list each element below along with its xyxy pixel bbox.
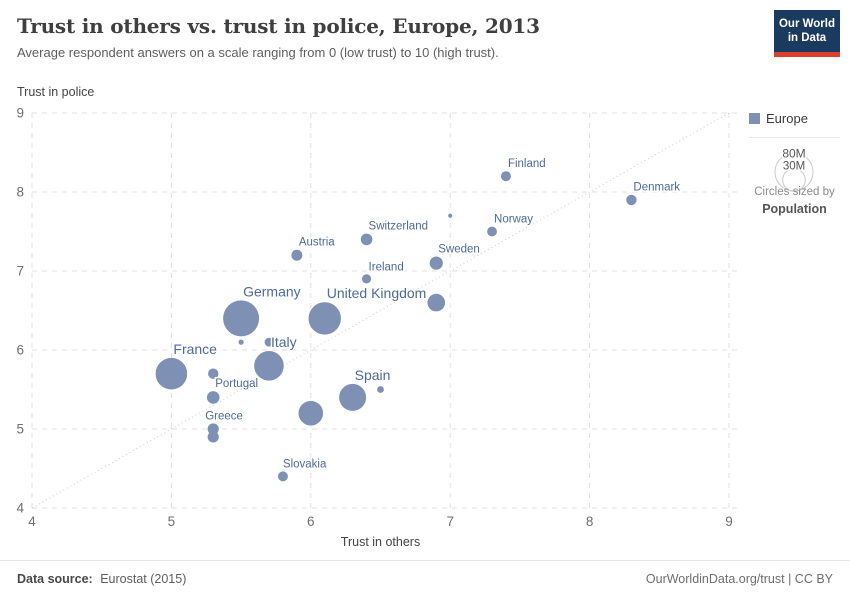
data-point-unlabeled[interactable] [298, 400, 324, 426]
data-point-unlabeled[interactable] [448, 213, 453, 218]
x-axis-title: Trust in others [341, 535, 420, 549]
size-legend-label-30m: 30M [783, 161, 805, 173]
y-tick-label: 9 [16, 106, 24, 121]
x-tick-label: 6 [307, 514, 315, 529]
chart-footer: Data source: Eurostat (2015) OurWorldinD… [0, 560, 850, 600]
data-point-italy[interactable] [254, 351, 284, 381]
data-point-label-united-kingdom: United Kingdom [327, 285, 427, 301]
y-axis-title: Trust in police [17, 85, 95, 99]
chart-header: Trust in others vs. trust in police, Eur… [17, 14, 757, 60]
data-point-label-slovakia: Slovakia [283, 458, 327, 470]
owid-logo-line2: in Data [787, 32, 827, 45]
data-point-spain[interactable] [339, 383, 367, 411]
size-legend-circle-30m [782, 168, 806, 192]
data-point-label-sweden: Sweden [438, 244, 480, 256]
owid-logo[interactable]: Our World in Data [774, 10, 840, 57]
data-point-france[interactable] [155, 357, 188, 390]
diagonal-reference-line [31, 112, 730, 509]
data-point-switzerland[interactable] [360, 233, 373, 246]
data-point-ireland[interactable] [361, 274, 372, 284]
size-legend-label-80m: 80M [782, 147, 805, 161]
data-point-label-italy: Italy [271, 334, 297, 350]
size-legend: 80M 30M [774, 145, 814, 192]
x-tick-label: 9 [725, 514, 733, 529]
y-tick-label: 8 [16, 185, 24, 200]
x-tick-label: 7 [446, 514, 454, 529]
y-tick-label: 4 [16, 501, 24, 516]
data-point-denmark[interactable] [626, 194, 637, 206]
x-tick-label: 5 [168, 514, 176, 529]
data-point-label-spain: Spain [355, 367, 391, 383]
legend-divider [749, 137, 840, 138]
y-tick-label: 5 [16, 422, 24, 437]
data-point-germany[interactable] [223, 300, 260, 337]
data-point-label-greece: Greece [205, 410, 243, 422]
data-point-label-finland: Finland [508, 158, 546, 170]
data-point-unlabeled[interactable] [208, 368, 219, 379]
data-point-unlabeled[interactable] [264, 337, 274, 347]
data-point-unlabeled[interactable] [427, 293, 446, 312]
data-point-label-germany: Germany [243, 283, 301, 299]
europe-series-swatch [749, 113, 760, 124]
data-point-austria[interactable] [291, 249, 303, 261]
data-point-sweden[interactable] [429, 256, 443, 270]
data-point-label-ireland: Ireland [369, 261, 404, 273]
owid-url-license-link[interactable]: OurWorldinData.org/trust | CC BY [645, 572, 833, 586]
data-point-label-switzerland: Switzerland [369, 221, 428, 233]
data-point-unlabeled[interactable] [377, 386, 384, 393]
data-point-slovakia[interactable] [277, 471, 288, 482]
size-caption-line2: Population [762, 201, 827, 216]
legend-item-europe[interactable]: Europe [749, 111, 808, 126]
data-point-label-norway: Norway [494, 214, 533, 226]
data-source-value[interactable]: Eurostat (2015) [100, 572, 187, 586]
chart-title: Trust in others vs. trust in police, Eur… [17, 14, 540, 38]
size-legend-caption: Circles sized by Population [742, 185, 847, 217]
y-tick-label: 7 [16, 264, 24, 279]
data-point-finland[interactable] [500, 171, 511, 182]
data-point-label-portugal: Portugal [215, 378, 258, 390]
data-point-label-austria: Austria [299, 237, 335, 249]
data-point-norway[interactable] [487, 226, 497, 237]
data-point-portugal[interactable] [206, 391, 220, 404]
chart-subtitle: Average respondent answers on a scale ra… [17, 45, 499, 60]
data-source-note: Data source: Eurostat (2015) [17, 572, 186, 586]
size-caption-line1: Circles sized by [754, 186, 835, 198]
data-point-label-france: France [173, 341, 217, 357]
data-point-unlabeled[interactable] [207, 431, 219, 443]
x-tick-label: 8 [586, 514, 594, 529]
data-source-label: Data source: [17, 572, 93, 586]
data-point-unlabeled[interactable] [238, 339, 244, 345]
y-tick-label: 6 [16, 343, 24, 358]
europe-series-label: Europe [766, 111, 808, 126]
owid-logo-line1: Our World [778, 18, 835, 30]
data-point-label-denmark: Denmark [633, 182, 680, 194]
data-point-united-kingdom[interactable] [308, 302, 341, 335]
x-tick-label: 4 [28, 514, 36, 529]
data-point-greece[interactable] [207, 423, 219, 435]
